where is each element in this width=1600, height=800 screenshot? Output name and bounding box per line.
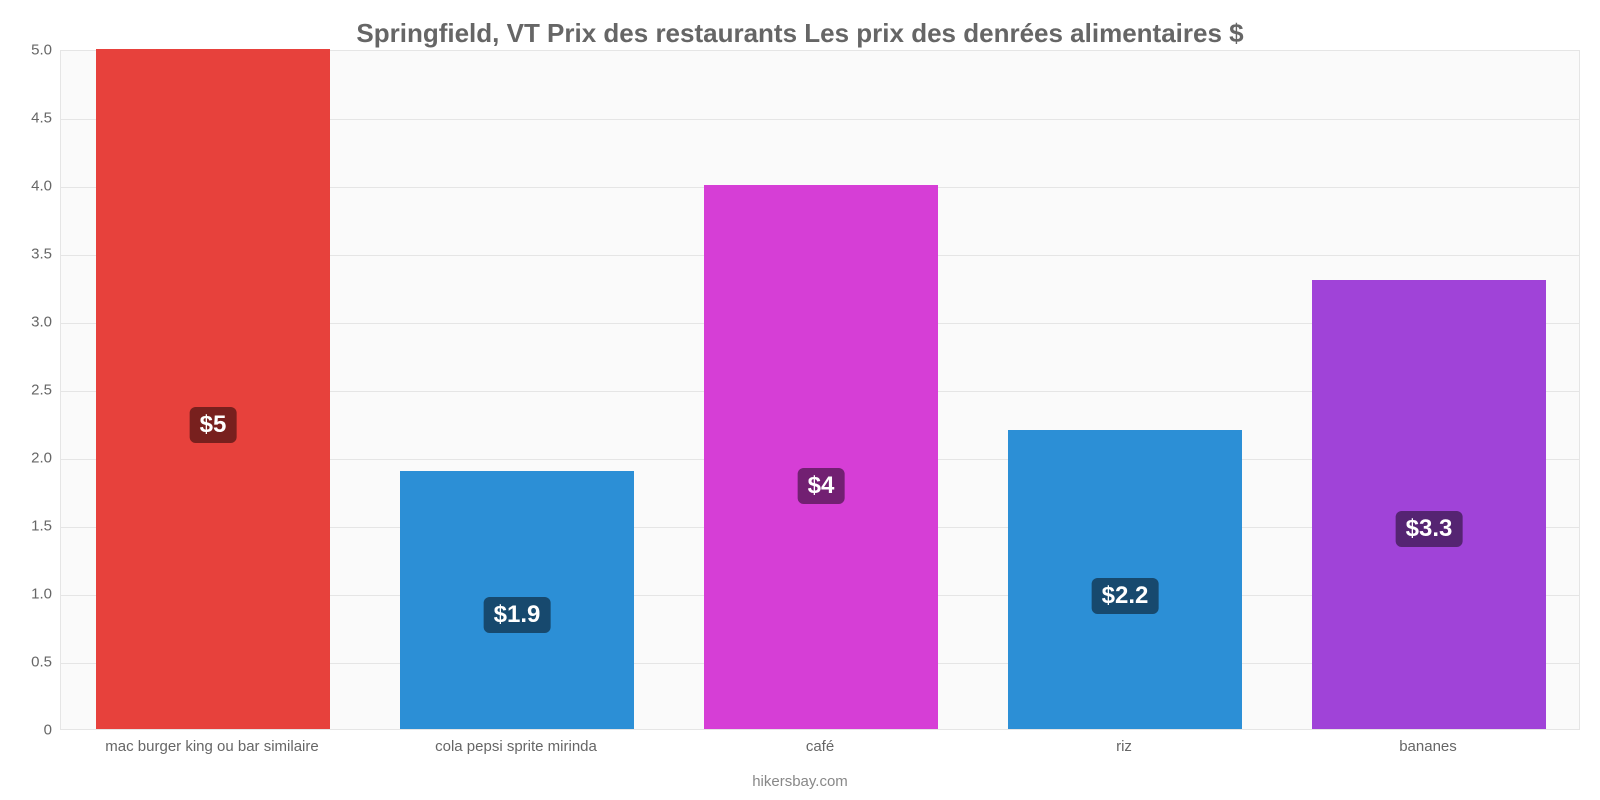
- chart-title: Springfield, VT Prix des restaurants Les…: [0, 18, 1600, 49]
- x-tick-label: café: [806, 738, 834, 755]
- value-label: $4: [798, 468, 845, 504]
- y-tick-label: 2.5: [2, 382, 52, 399]
- x-tick-label: mac burger king ou bar similaire: [105, 738, 318, 755]
- credit-text: hikersbay.com: [0, 773, 1600, 790]
- plot-area: $5 $1.9 $4 $2.2 $3.3: [60, 50, 1580, 730]
- x-tick-label: bananes: [1399, 738, 1457, 755]
- bar: [96, 49, 330, 729]
- y-tick-label: 0.5: [2, 654, 52, 671]
- y-tick-label: 3.0: [2, 314, 52, 331]
- y-tick-label: 4.5: [2, 110, 52, 127]
- y-tick-label: 3.5: [2, 246, 52, 263]
- x-tick-label: riz: [1116, 738, 1132, 755]
- bar: [704, 185, 938, 729]
- value-label: $1.9: [484, 597, 551, 633]
- price-chart: Springfield, VT Prix des restaurants Les…: [0, 0, 1600, 800]
- x-tick-label: cola pepsi sprite mirinda: [435, 738, 597, 755]
- y-tick-label: 1.0: [2, 586, 52, 603]
- y-tick-label: 0: [2, 722, 52, 739]
- y-tick-label: 5.0: [2, 42, 52, 59]
- y-tick-label: 4.0: [2, 178, 52, 195]
- value-label: $5: [190, 407, 237, 443]
- y-tick-label: 2.0: [2, 450, 52, 467]
- bar: [1312, 280, 1546, 729]
- value-label: $2.2: [1092, 578, 1159, 614]
- y-tick-label: 1.5: [2, 518, 52, 535]
- value-label: $3.3: [1396, 511, 1463, 547]
